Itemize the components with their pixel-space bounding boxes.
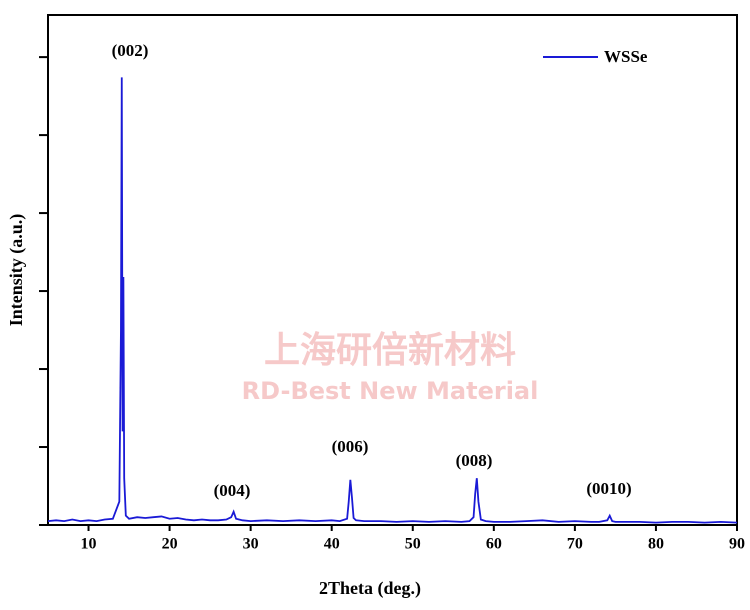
peak-label: (004) [214,481,251,500]
data-line [47,77,738,524]
peak-label: (002) [112,41,149,60]
x-tick-label: 30 [243,536,259,553]
x-tick-label: 90 [729,536,745,553]
peak-label: (008) [456,451,493,470]
peak-label: (0010) [586,479,631,498]
x-tick-label: 80 [648,536,664,553]
y-axis-title: Intensity (a.u.) [6,214,27,327]
watermark: 上海研倍新材料 [264,330,516,371]
x-tick-label: 10 [81,536,97,553]
watermark: RD-Best New Material [242,377,539,405]
x-tick-label: 60 [486,536,502,553]
x-tick-label: 40 [324,536,340,553]
x-tick-label: 50 [405,536,421,553]
x-axis-title: 2Theta (deg.) [319,578,421,599]
peak-label: (006) [332,437,369,456]
x-tick-label: 20 [162,536,178,553]
legend-label: WSSe [604,47,648,66]
plot-frame [47,14,738,526]
x-tick-label: 70 [567,536,583,553]
